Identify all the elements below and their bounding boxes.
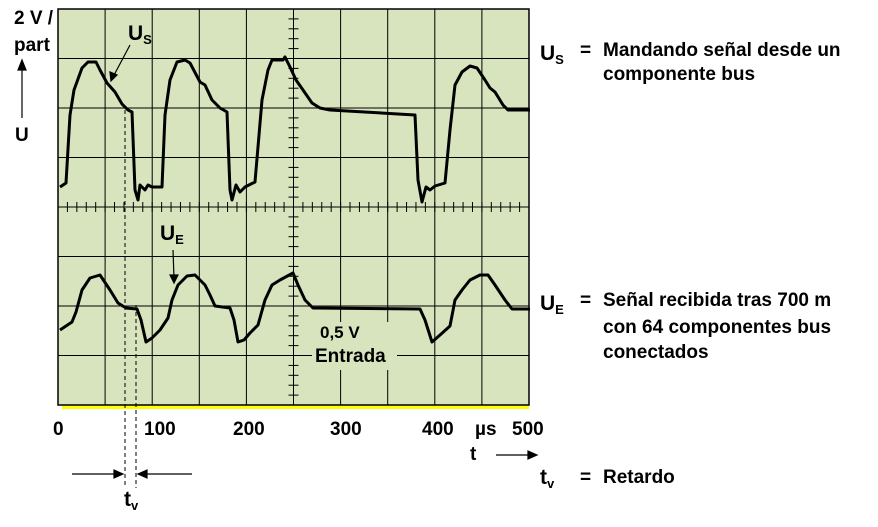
legend-equals: = <box>580 290 592 311</box>
x-tick-label: 300 <box>330 419 362 440</box>
x-tick-label: 200 <box>233 419 265 440</box>
legend-symbol: t <box>540 466 547 489</box>
legend-equals: = <box>580 40 592 61</box>
legend-description: con 64 componentes bus <box>603 317 832 338</box>
scale-label: 2 V / <box>14 8 54 29</box>
delay-markers <box>124 110 137 488</box>
delay-label: tv <box>124 488 139 513</box>
x-tick-label: 400 <box>422 419 454 440</box>
x-tick-label: 500 <box>512 419 544 440</box>
legend-symbol: U <box>540 42 556 65</box>
ue-scale-label: 0,5 V <box>320 323 360 342</box>
ue-trace-label: UE <box>160 222 184 247</box>
x-unit-label: µs <box>475 419 497 440</box>
legend-description: Señal recibida tras 700 m <box>603 290 832 311</box>
scale-label-unit: part <box>14 35 50 56</box>
time-axis-label: t <box>470 444 477 465</box>
legend-description: componente bus <box>603 64 756 85</box>
x-tick-label: 100 <box>144 419 176 440</box>
legend-description: conectados <box>603 342 709 363</box>
legend-description: Mandando señal desde un <box>603 40 841 61</box>
annotation-arrows <box>17 44 539 479</box>
label-backdrop <box>312 322 397 370</box>
ue-trace <box>59 271 530 344</box>
x-tick-label: 0 <box>53 419 64 440</box>
legend-symbol: U <box>540 292 556 315</box>
us-trace-label: US <box>128 22 152 47</box>
voltage-axis-label: U <box>15 125 29 146</box>
legend-equals: = <box>580 467 592 488</box>
yellow-baseline <box>62 404 529 409</box>
ue-input-label: Entrada <box>315 346 386 367</box>
us-trace <box>59 55 530 204</box>
legend-description: Retardo <box>603 467 675 488</box>
